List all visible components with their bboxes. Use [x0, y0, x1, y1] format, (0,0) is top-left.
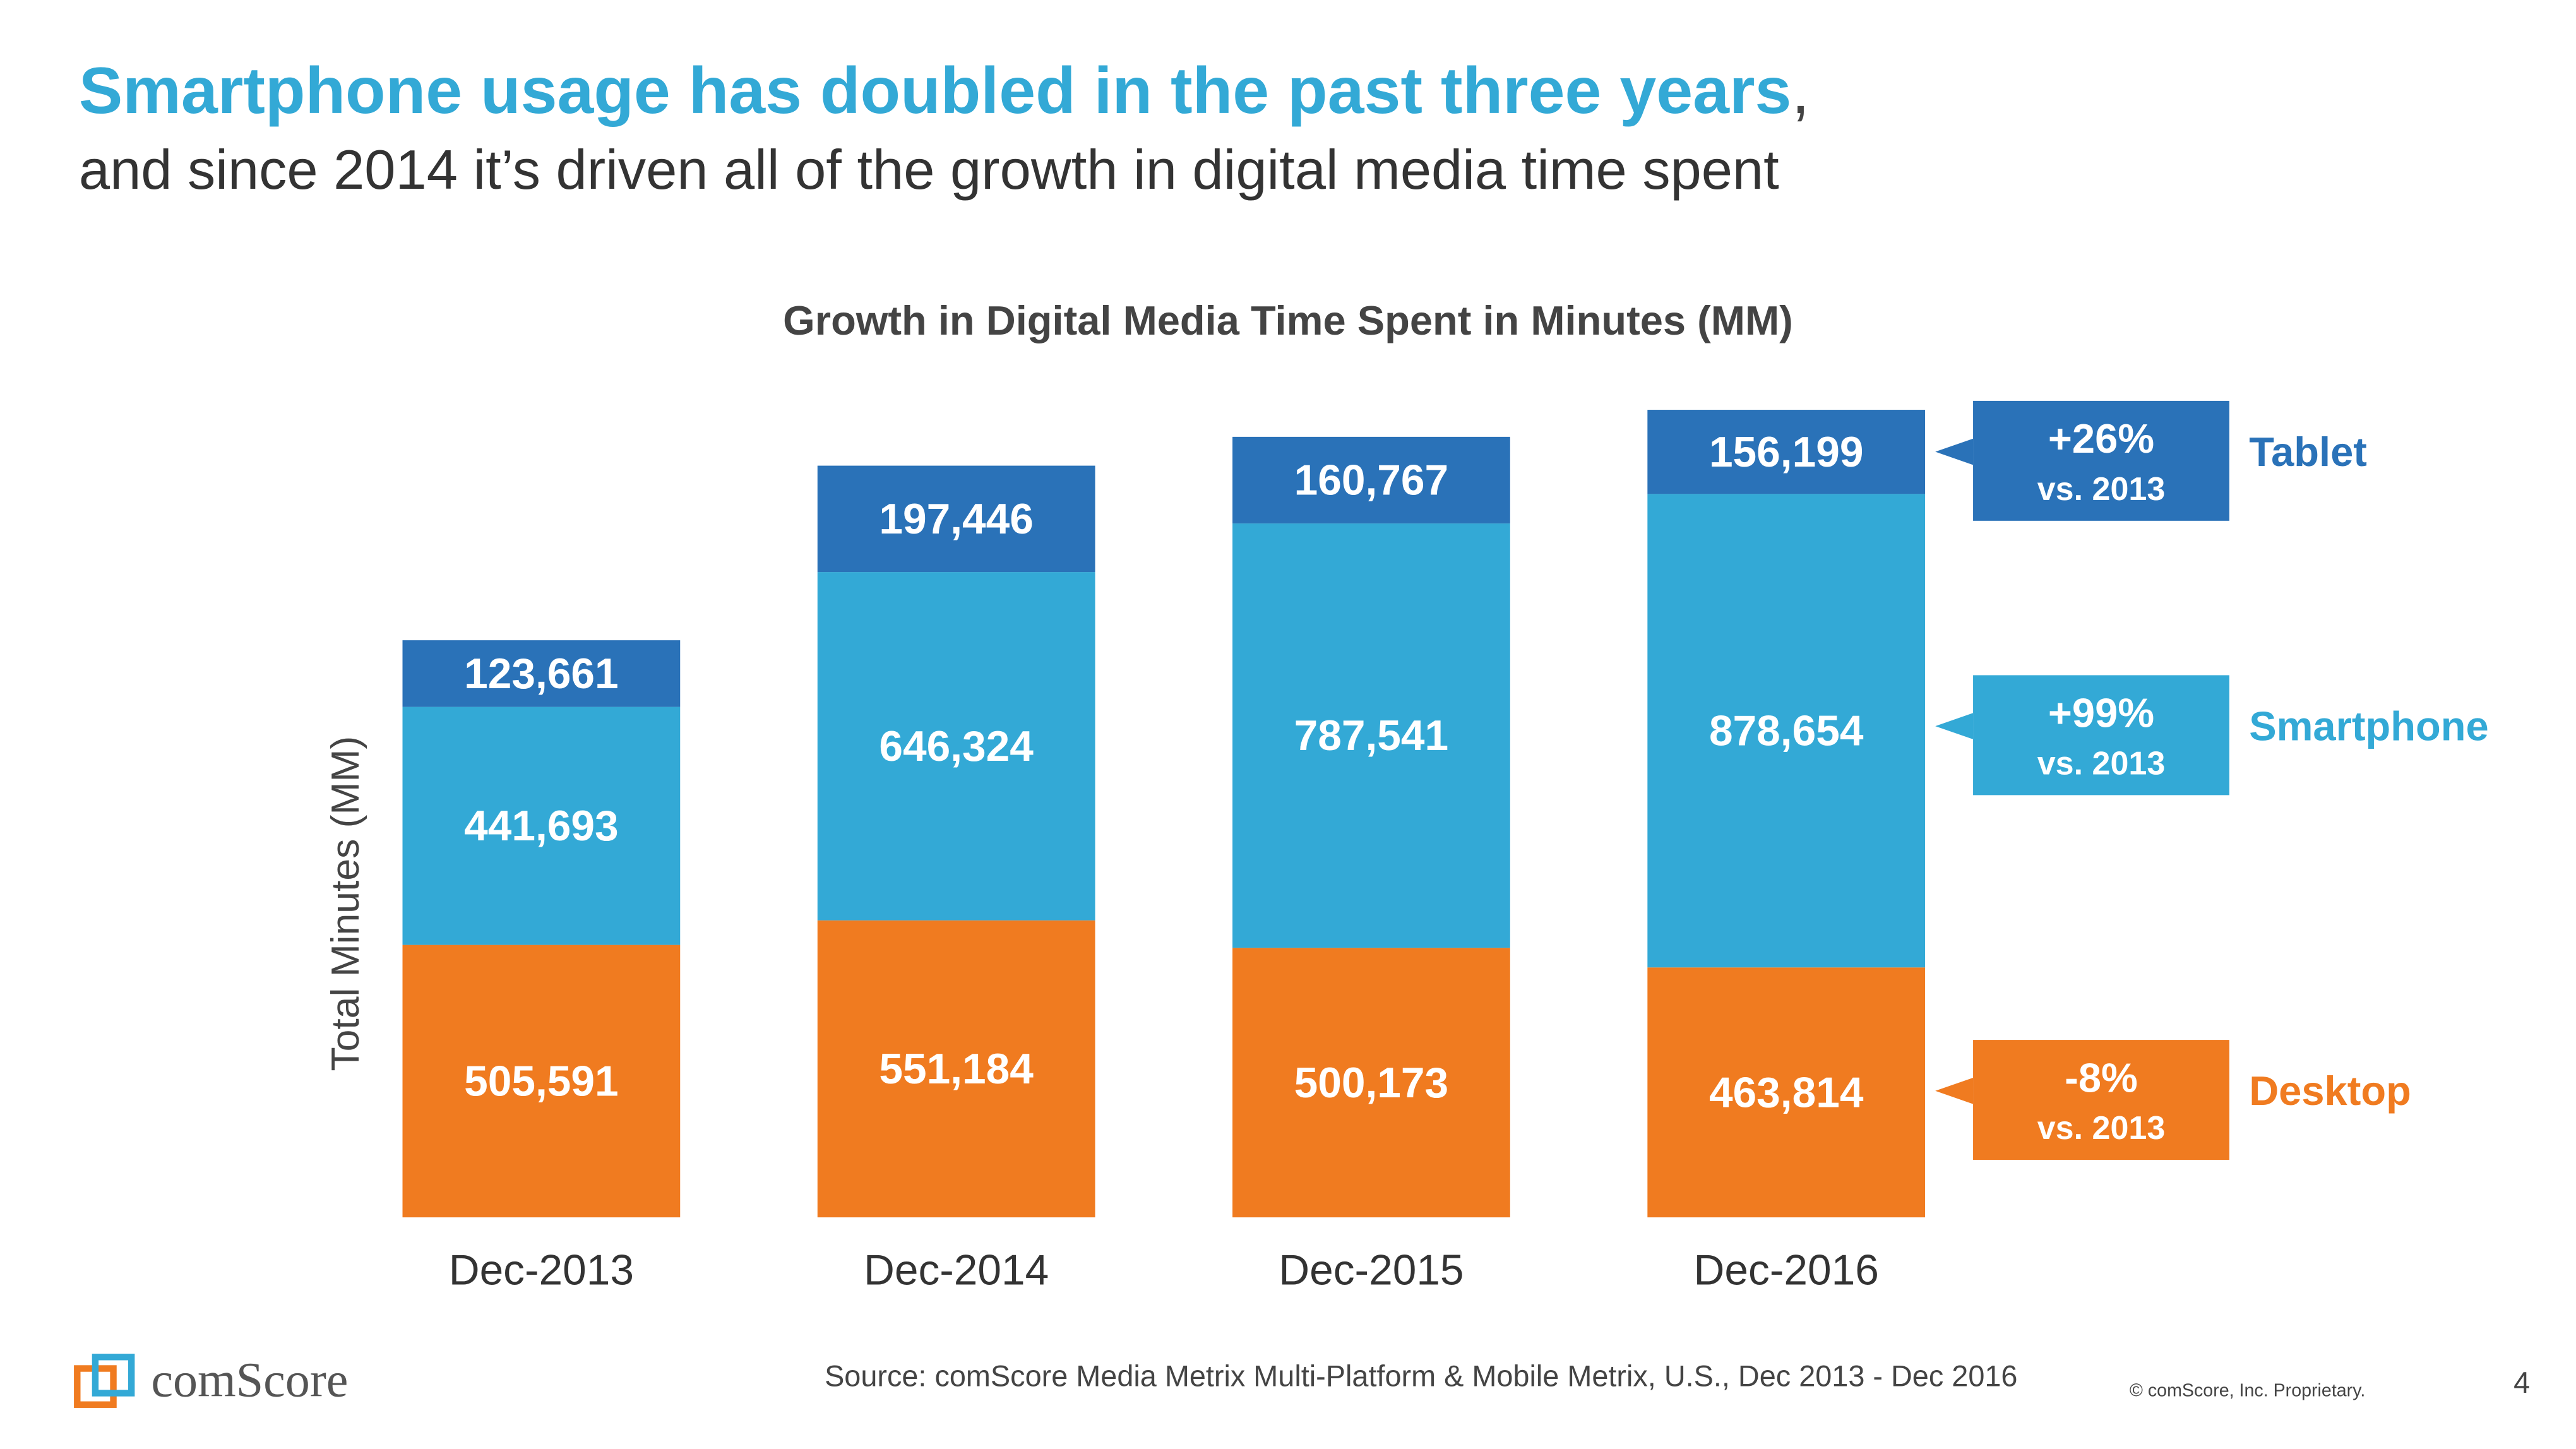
bar-segment: [402, 640, 681, 707]
x-tick-label: Dec-2015: [1279, 1246, 1464, 1294]
callout-note: vs. 2013: [2037, 745, 2166, 782]
legend-label: Smartphone: [2249, 703, 2488, 749]
slide-subtitle: and since 2014 it’s driven all of the gr…: [79, 138, 1779, 201]
callout-box: [1973, 1040, 2229, 1160]
callout-change: +26%: [2048, 415, 2154, 462]
bar-segment: [1647, 410, 1926, 494]
callout-change: -8%: [2065, 1054, 2138, 1100]
bar-segment: [402, 945, 681, 1218]
value-label: 505,591: [464, 1058, 619, 1105]
callout-change: +99%: [2048, 690, 2154, 736]
page-number: 4: [2513, 1366, 2530, 1399]
value-label: 197,446: [879, 496, 1034, 543]
bar-segment: [1647, 967, 1926, 1218]
bar-segment: [402, 707, 681, 945]
value-label: 646,324: [879, 723, 1034, 770]
value-label: 160,767: [1294, 457, 1449, 504]
slide-title: Smartphone usage has doubled in the past…: [79, 54, 1810, 127]
bar-segment: [1647, 494, 1926, 968]
x-tick-label: Dec-2016: [1694, 1246, 1879, 1294]
callout-box: [1973, 400, 2229, 521]
x-tick-label: Dec-2014: [864, 1246, 1049, 1294]
logo: comScore: [74, 1352, 348, 1408]
x-tick-label: Dec-2013: [449, 1246, 634, 1294]
value-label: 787,541: [1294, 712, 1449, 760]
title-punct: ,: [1791, 54, 1810, 127]
value-label: 156,199: [1709, 429, 1864, 476]
y-axis-label: Total Minutes (MM): [323, 736, 367, 1071]
bar-segment: [1232, 523, 1510, 948]
copyright: © comScore, Inc. Proprietary.: [2130, 1380, 2366, 1400]
legend-label: Desktop: [2249, 1068, 2411, 1114]
value-label: 441,693: [464, 802, 619, 850]
title-main: Smartphone usage has doubled in the past…: [79, 54, 1792, 127]
callout-arrow: [1935, 713, 1974, 739]
logo-text: comScore: [151, 1352, 348, 1407]
value-label: 123,661: [464, 650, 619, 698]
logo-mark: [92, 1354, 135, 1397]
legend-label: Tablet: [2249, 429, 2367, 475]
value-label: 500,173: [1294, 1059, 1449, 1107]
callout-arrow: [1935, 438, 1974, 465]
callout-note: vs. 2013: [2037, 1110, 2166, 1147]
chart-title: Growth in Digital Media Time Spent in Mi…: [783, 297, 1793, 343]
callout-box: [1973, 675, 2229, 796]
bar-segment: [1232, 436, 1510, 524]
value-label: 463,814: [1709, 1069, 1864, 1116]
value-label: 551,184: [879, 1046, 1034, 1093]
bar-segment: [817, 920, 1095, 1218]
bar-segment: [817, 465, 1095, 573]
callout-note: vs. 2013: [2037, 471, 2166, 508]
bar-segment: [1232, 948, 1510, 1218]
callout-arrow: [1935, 1077, 1974, 1104]
value-label: 878,654: [1709, 707, 1864, 754]
bar-segment: [817, 572, 1095, 921]
source: Source: comScore Media Metrix Multi-Plat…: [825, 1359, 2017, 1392]
